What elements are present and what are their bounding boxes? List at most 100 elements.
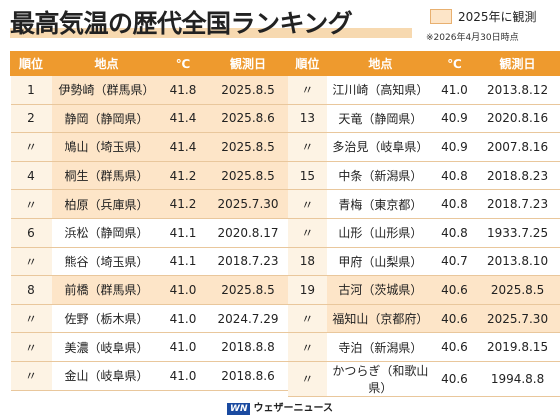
cell: 41.0 <box>161 275 205 305</box>
cell: 2025.8.5 <box>204 75 292 105</box>
column-header: 観測日 <box>475 51 560 76</box>
table-row: 〃鳩山（埼玉県） 41.4 2025.8.5 <box>10 132 292 162</box>
cell: 2025.7.30 <box>204 189 292 219</box>
table-row: 18 甲府（山梨県） 40.7 2013.8.10 <box>287 246 560 277</box>
cell: 鳩山（埼玉県） <box>51 132 162 162</box>
cell: 41.0 <box>161 332 205 362</box>
cell: 40.9 <box>433 103 476 134</box>
legend: 2025年に観測 <box>430 8 537 25</box>
rank-cell: 18 <box>287 246 328 277</box>
rank-cell: 15 <box>287 160 328 191</box>
rank-cell: 2 <box>10 103 52 134</box>
table-row: 〃福知山（京都府） 40.6 2025.7.30 <box>287 303 560 334</box>
column-header: 観測日 <box>204 51 292 76</box>
cell: 浜松（静岡県） <box>51 217 162 248</box>
rank-cell: 19 <box>287 275 328 305</box>
cell: 40.8 <box>433 160 476 191</box>
rank-cell: 8 <box>10 275 52 305</box>
cell: 2013.8.12 <box>475 75 560 105</box>
ranking-table: 順位 地点 ℃ 観測日 1 伊勢崎（群馬県） 41.8 2025.8.5 2 静岡（静岡県） 41.… <box>10 51 292 391</box>
title-underline <box>10 28 412 38</box>
cell: 40.6 <box>433 332 476 362</box>
cell: 41.4 <box>161 132 205 162</box>
cell: 2020.8.16 <box>475 103 560 134</box>
cell: 40.7 <box>433 246 476 277</box>
cell: 2025.8.5 <box>475 275 560 305</box>
cell: 40.9 <box>433 132 476 162</box>
table-row: 1 伊勢崎（群馬県） 41.8 2025.8.5 <box>10 75 292 105</box>
cell: 天竜（静岡県） <box>327 103 434 134</box>
cell: 40.8 <box>433 217 476 248</box>
brand: ウェザーニュース <box>253 403 333 414</box>
rank-cell: 〃 <box>10 303 52 334</box>
footer: WN ウェザーニュース <box>0 399 560 415</box>
rank-cell: 〃 <box>10 246 52 277</box>
cell: 2018.8.8 <box>204 332 292 362</box>
cell: 寺泊（新潟県） <box>327 332 434 362</box>
table-row: 〃熊谷（埼玉県） 41.1 2018.7.23 <box>10 246 292 277</box>
column-header: ℃ <box>432 51 477 76</box>
table-row: 4 桐生（群馬県） 41.2 2025.8.5 <box>10 160 292 191</box>
table-row: 〃青梅（東京都） 40.8 2018.7.23 <box>287 189 560 219</box>
table-row: 〃金山（岐阜県） 41.0 2018.8.6 <box>10 360 292 391</box>
title: 最高気温の歴代全国ランキング <box>10 9 353 38</box>
cell: 2025.8.5 <box>204 275 292 305</box>
rank-cell: 1 <box>10 75 52 105</box>
logo: WN <box>227 403 251 415</box>
cell: 40.6 <box>433 360 476 397</box>
cell: 41.1 <box>161 246 205 277</box>
cell: 41.2 <box>161 189 205 219</box>
cell: 2007.8.16 <box>475 132 560 162</box>
column-header: 順位 <box>287 51 328 76</box>
cell: 40.8 <box>433 189 476 219</box>
rank-cell: 〃 <box>10 360 52 391</box>
cell: 41.8 <box>161 75 205 105</box>
rank-cell: 〃 <box>287 360 328 397</box>
cell: 2013.8.10 <box>475 246 560 277</box>
table-row: 13 天竜（静岡県） 40.9 2020.8.16 <box>287 103 560 134</box>
cell: 40.6 <box>433 303 476 334</box>
table-row: 〃美濃（岐阜県） 41.0 2018.8.8 <box>10 332 292 362</box>
cell: 中条（新潟県） <box>327 160 434 191</box>
cell: 桐生（群馬県） <box>51 160 162 191</box>
note: ※2026年4月30日時点 <box>426 33 519 43</box>
cell: 青梅（東京都） <box>327 189 434 219</box>
table-row: 19 古河（茨城県） 40.6 2025.8.5 <box>287 275 560 305</box>
cell: 1994.8.8 <box>475 360 560 397</box>
table-row: 8 前橋（群馬県） 41.0 2025.8.5 <box>10 275 292 305</box>
cell: 前橋（群馬県） <box>51 275 162 305</box>
table-row: 〃江川崎（高知県） 41.0 2013.8.12 <box>287 75 560 105</box>
rank-cell: 〃 <box>287 303 328 334</box>
column-header: ℃ <box>161 51 205 76</box>
column-header: 地点 <box>51 51 162 76</box>
table-row: 〃佐野（栃木県） 41.0 2024.7.29 <box>10 303 292 334</box>
table-row: 6 浜松（静岡県） 41.1 2020.8.17 <box>10 217 292 248</box>
table-row: 〃柏原（兵庫県） 41.2 2025.7.30 <box>10 189 292 219</box>
cell: 2025.8.5 <box>204 132 292 162</box>
header-row: 順位 地点 ℃ 観測日 <box>287 51 560 76</box>
rank-cell: 4 <box>10 160 52 191</box>
cell: 2018.8.6 <box>204 360 292 391</box>
cell: 2018.7.23 <box>475 189 560 219</box>
cell: 甲府（山梨県） <box>327 246 434 277</box>
rank-cell: 13 <box>287 103 328 134</box>
cell: 2025.8.6 <box>204 103 292 134</box>
cell: 静岡（静岡県） <box>51 103 162 134</box>
cell: 2020.8.17 <box>204 217 292 248</box>
ranking-table: 順位 地点 ℃ 観測日〃江川崎（高知県） 41.0 2013.8.12 13 天竜（静岡県） 4… <box>287 51 560 397</box>
cell: 2019.8.15 <box>475 332 560 362</box>
cell: 2018.7.23 <box>204 246 292 277</box>
cell: 美濃（岐阜県） <box>51 332 162 362</box>
rank-cell: 〃 <box>287 189 328 219</box>
cell: 40.6 <box>433 275 476 305</box>
cell: 2018.8.23 <box>475 160 560 191</box>
cell: 佐野（栃木県） <box>51 303 162 334</box>
cell: 41.0 <box>161 360 205 391</box>
table-row: 〃かつらぎ（和歌山県） 40.6 1994.8.8 <box>287 360 560 397</box>
table-row: 〃寺泊（新潟県） 40.6 2019.8.15 <box>287 332 560 362</box>
cell: 金山（岐阜県） <box>51 360 162 391</box>
column-header: 地点 <box>326 51 434 76</box>
column-header: 順位 <box>10 51 52 76</box>
cell: 山形（山形県） <box>327 217 434 248</box>
